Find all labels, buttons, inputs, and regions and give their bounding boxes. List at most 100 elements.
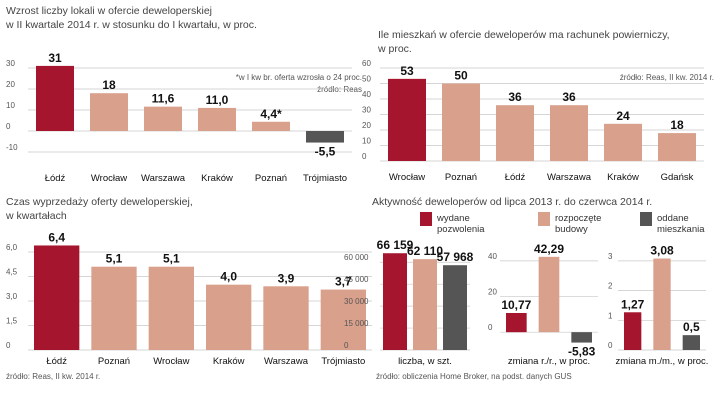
chart2-value-label: 36 — [562, 90, 576, 104]
chart4-panel1-value-label: 57 968 — [437, 250, 474, 264]
chart3-value-label: 5,1 — [163, 252, 180, 266]
chart4-title: Aktywność deweloperów od lipca 2013 r. d… — [372, 196, 652, 208]
chart2-bar — [550, 105, 588, 161]
chart4-panel1-xlabel: liczba, w szt. — [398, 356, 452, 367]
chart2-category-label: Wrocław — [389, 172, 425, 183]
chart2-ytick-label: 60 — [362, 59, 371, 68]
chart1-value-label: 31 — [48, 51, 62, 65]
chart3-bar — [91, 266, 137, 350]
legend-label-completions: oddane mieszkania — [657, 213, 705, 235]
legend-label-starts: rozpoczęte budowy — [555, 213, 601, 235]
chart1-value-label: 11,0 — [206, 93, 229, 107]
chart4-panel3-value-label: 3,08 — [650, 244, 674, 258]
chart3-value-label: 3,9 — [278, 271, 295, 285]
chart2-category-label: Kraków — [607, 172, 639, 183]
chart1-category-label: Wrocław — [91, 173, 127, 184]
chart3-ytick-label: 1,5 — [6, 317, 18, 326]
chart3-value-label: 3,7 — [335, 275, 352, 289]
chart2-ytick-label: 30 — [362, 106, 371, 115]
chart4-panel1-ytick-label: 15 000 — [344, 319, 369, 328]
chart3-ytick-label: 3,0 — [6, 292, 18, 301]
chart4-panel2-value-label: 10,77 — [501, 298, 531, 312]
chart1-category-label: Poznań — [255, 173, 287, 184]
chart1-bar — [252, 121, 290, 131]
chart-developer-activity: Aktywność deweloperów od lipca 2013 r. d… — [344, 196, 708, 381]
chart3-category-label: Warszawa — [264, 356, 309, 367]
chart3-ytick-label: 0 — [6, 341, 11, 350]
chart4-panel2-ytick-label: 40 — [488, 252, 497, 261]
chart1-footnote: *w I kw br. oferta wzrosła o 24 proc. — [236, 73, 362, 82]
chart1-bar — [144, 106, 182, 131]
chart1-ytick-label: 30 — [6, 59, 15, 68]
chart3-bar — [320, 289, 366, 350]
chart1-value-label: 11,6 — [152, 92, 175, 106]
chart1-category-label: Trójmiasto — [303, 173, 347, 184]
chart4-panel3-bar — [682, 335, 700, 350]
chart3-subtitle: w kwartałach — [5, 210, 67, 222]
legend-label-permits: wydane pozwolenia — [436, 213, 485, 235]
chart3-bar — [34, 245, 80, 350]
chart1-value-label: -5,5 — [315, 145, 336, 159]
chart4-panel2-ytick-label: 0 — [488, 323, 493, 332]
chart2-subtitle: w proc. — [377, 43, 412, 55]
chart2-ytick-label: 20 — [362, 121, 371, 130]
chart4-panel3-value-label: 0,5 — [683, 320, 700, 334]
chart1-ytick-label: 10 — [6, 101, 15, 110]
chart4-panel3-ytick-label: 0 — [608, 341, 613, 350]
chart2-category-label: Łódź — [505, 172, 526, 183]
chart2-ytick-label: 40 — [362, 90, 371, 99]
chart4-panel2-bar — [506, 312, 527, 333]
chart3-ytick-label: 6,0 — [6, 243, 18, 252]
chart2-ytick-label: 0 — [362, 152, 367, 161]
chart2-value-label: 24 — [616, 109, 630, 123]
chart2-ytick-label: 50 — [362, 75, 371, 84]
chart3-category-label: Poznań — [98, 356, 130, 367]
chart1-category-label: Kraków — [201, 173, 233, 184]
chart1-source: źródło: Reas — [317, 85, 362, 94]
chart4-panel2-ytick-label: 20 — [488, 288, 497, 297]
chart2-bar — [658, 133, 696, 161]
legend-swatch-permits — [420, 212, 432, 226]
chart4-panel1-bar — [443, 265, 467, 350]
chart3-title: Czas wyprzedaży oferty deweloperskiej, — [6, 196, 193, 208]
chart4-panel3-ytick-label: 3 — [608, 252, 613, 261]
chart1-bar — [36, 65, 74, 131]
chart4-panel2-xlabel: zmiana r./r., w proc. — [508, 356, 590, 367]
chart4-panel3-bar — [624, 312, 642, 350]
chart2-title: Ile mieszkań w ofercie deweloperów ma ra… — [378, 29, 670, 41]
chart4-panel3-xlabel: zmiana m./m., w proc. — [616, 356, 709, 367]
chart4-panel3-value-label: 1,27 — [621, 297, 645, 311]
chart3-value-label: 5,1 — [106, 252, 123, 266]
chart3-category-label: Łódź — [46, 356, 67, 367]
chart4-panel3-ytick-label: 1 — [608, 311, 613, 320]
chart-sellout-time: Czas wyprzedaży oferty deweloperskiej, w… — [5, 196, 372, 381]
chart2-value-label: 53 — [400, 64, 414, 78]
chart1-category-label: Łódź — [45, 173, 66, 184]
chart3-value-label: 6,4 — [48, 230, 65, 244]
chart1-title: Wzrost liczby lokali w ofercie deweloper… — [6, 5, 212, 17]
chart2-source: źródło: Reas, II kw. 2014 r. — [620, 73, 714, 82]
chart2-ytick-label: 10 — [362, 137, 371, 146]
chart-offer-growth: Wzrost liczby lokali w ofercie deweloper… — [5, 5, 362, 184]
chart2-bar — [604, 123, 642, 161]
chart4-source: źródło: obliczenia Home Broker, na podst… — [376, 372, 572, 381]
chart2-value-label: 36 — [508, 90, 522, 104]
chart2-category-label: Gdańsk — [661, 172, 694, 183]
chart2-category-label: Poznań — [445, 172, 477, 183]
chart1-value-label: 18 — [102, 78, 116, 92]
chart3-source: źródło: Reas, II kw. 2014 r. — [6, 372, 100, 381]
chart4-panel2-value-label: 42,29 — [534, 242, 564, 256]
chart4-panel2-bar — [571, 332, 592, 343]
chart3-category-label: Kraków — [213, 356, 245, 367]
chart3-bar — [206, 284, 252, 350]
chart1-value-label: 4,4* — [260, 107, 282, 121]
chart4-panel1-value-label: 66 159 — [377, 238, 414, 252]
chart1-ytick-label: 0 — [6, 122, 11, 131]
chart4-panel1-bar — [413, 259, 437, 350]
chart4-panel-3: 3 2 1 0 1,27 3,08 0,5 zmiana m./m., w proc. — [608, 244, 708, 367]
chart4-panel3-bar — [653, 258, 671, 350]
chart2-category-label: Warszawa — [547, 172, 592, 183]
chart4-panel1-value-label: 62 110 — [407, 244, 443, 258]
